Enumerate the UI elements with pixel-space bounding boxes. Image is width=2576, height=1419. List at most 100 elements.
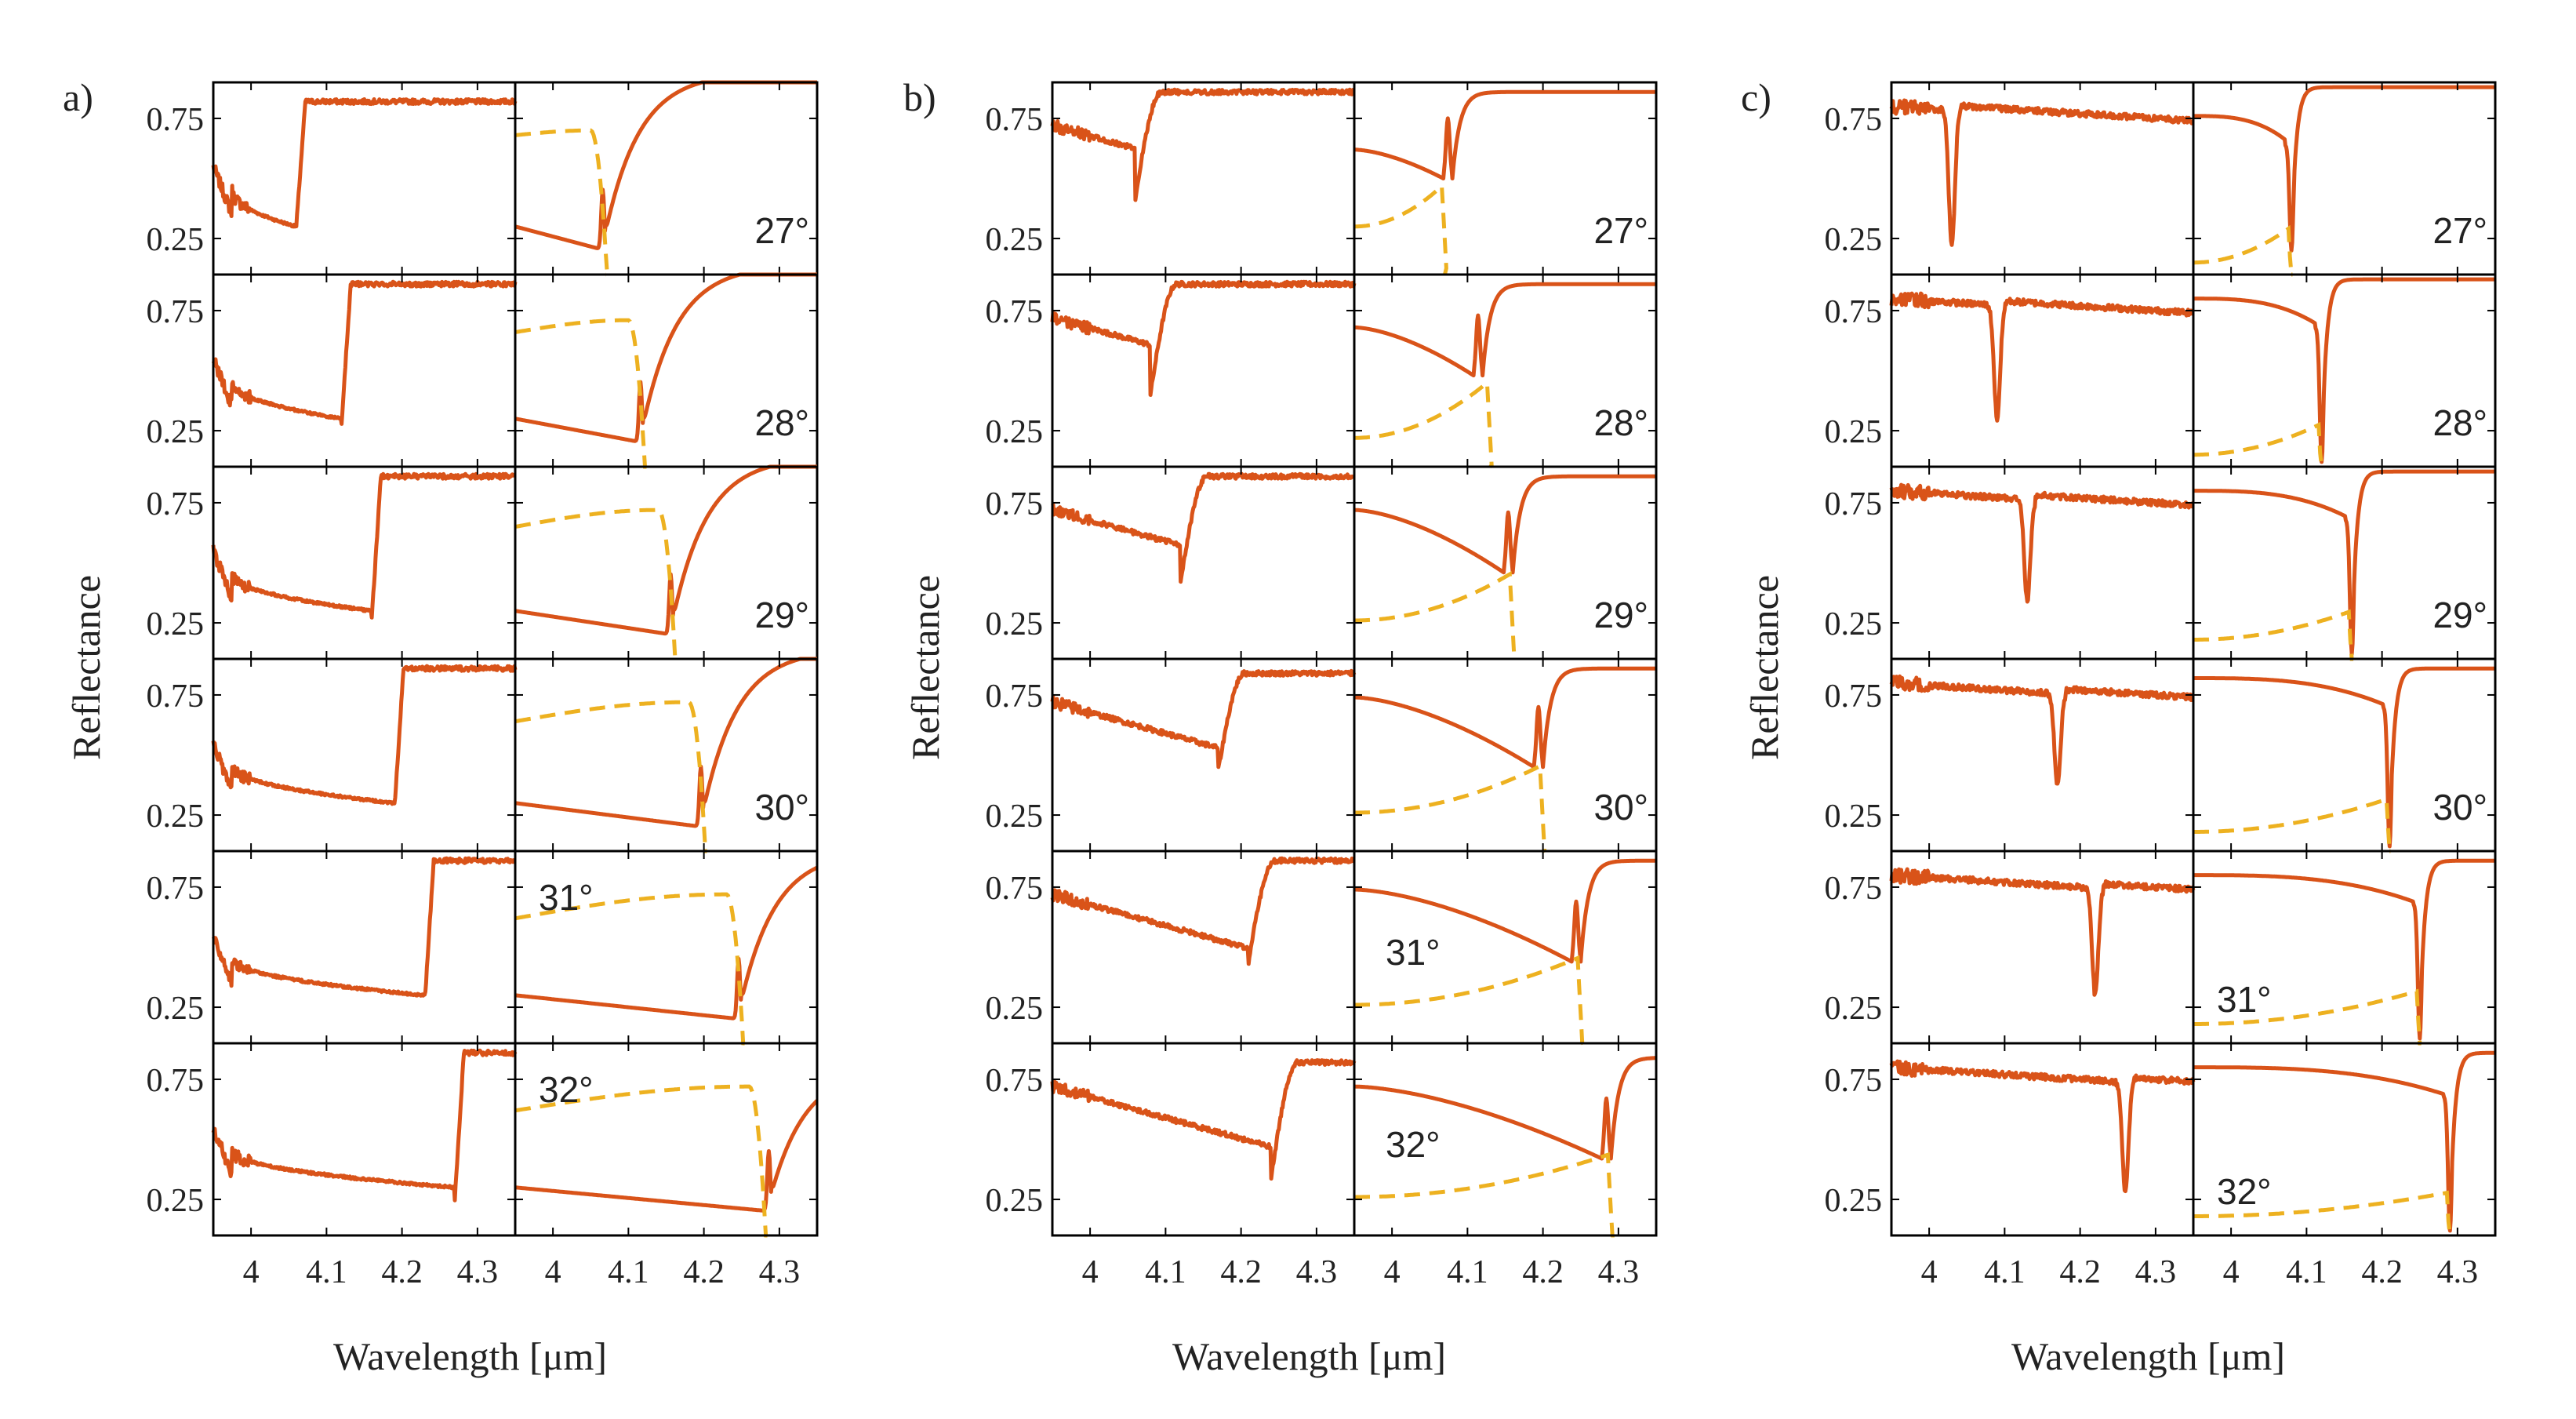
- dashed-series-line: [2193, 796, 2392, 853]
- y-tick-label: 0.25: [147, 414, 205, 450]
- y-tick-label: 0.75: [147, 102, 205, 138]
- angle-label: 31°: [1386, 932, 1441, 973]
- y-tick-label: 0.25: [1825, 799, 1883, 835]
- angle-label: 31°: [2217, 979, 2272, 1020]
- y-tick-label: 0.75: [147, 679, 205, 715]
- axes-a-row5-measured: 0.25 0.75: [147, 850, 517, 1045]
- measured-series-line: [211, 97, 518, 229]
- x-axis-label-b: Wavelength [μm]: [1172, 1334, 1447, 1378]
- y-tick-label: 0.75: [1825, 294, 1883, 330]
- axes-box: [1051, 465, 1356, 660]
- simulated-series-line: [2192, 666, 2497, 849]
- axes-b-row4-measured: 0.25 0.75: [986, 657, 1357, 853]
- y-tick-label: 0.75: [986, 102, 1044, 138]
- measured-series-line: [211, 664, 518, 806]
- y-tick-label: 0.25: [147, 799, 205, 835]
- axes-box: [1051, 273, 1356, 468]
- dashed-series-line: [514, 318, 647, 469]
- x-tick-label: 4: [1921, 1254, 1938, 1290]
- y-axis-label-b: Reflectance: [903, 575, 947, 760]
- y-tick-label: 0.25: [986, 414, 1044, 450]
- y-tick-label: 0.75: [147, 486, 205, 522]
- measured-series-line: [211, 856, 517, 998]
- dashed-series-line: [2193, 421, 2324, 469]
- x-tick-label: 4.2: [1522, 1254, 1564, 1290]
- axes-box: [1051, 850, 1356, 1045]
- simulated-series-line: [1353, 282, 1658, 378]
- axes-a-row1-simulated: 27°: [514, 80, 819, 277]
- axes-b-row6-simulated: 32° 4 4.1 4.2 4.3: [1353, 1042, 1658, 1290]
- x-tick-label: 4.1: [2286, 1254, 2327, 1290]
- measured-series-line: [1050, 87, 1356, 202]
- dashed-series-line: [514, 128, 609, 277]
- measured-series-line: [1889, 98, 2195, 247]
- simulated-series-line: [2192, 277, 2497, 464]
- axes-box: [1051, 1042, 1356, 1237]
- axes-box: [1051, 657, 1356, 853]
- y-tick-label: 0.75: [147, 871, 205, 907]
- axes-c-row1-simulated: 27°: [2192, 81, 2497, 277]
- x-tick-label: 4.2: [381, 1254, 423, 1290]
- simulated-series-line: [514, 865, 819, 1021]
- dashed-series-line: [2193, 988, 2422, 1046]
- angle-label: 30°: [1593, 787, 1648, 828]
- angle-label: 28°: [754, 402, 809, 443]
- angle-label: 27°: [754, 210, 809, 251]
- y-tick-label: 0.25: [986, 222, 1044, 258]
- axes-box: [212, 1042, 517, 1237]
- measured-series-line: [1050, 279, 1357, 397]
- axes-b-row3-measured: 0.25 0.75: [986, 465, 1356, 660]
- dashed-series-line: [2193, 1190, 2452, 1238]
- y-tick-label: 0.25: [147, 606, 205, 642]
- x-tick-label: 4.3: [1296, 1254, 1338, 1290]
- axes-a-row3-simulated: 29°: [514, 464, 819, 661]
- axes-box: [212, 850, 517, 1045]
- measured-series-line: [211, 1048, 518, 1203]
- angle-label: 30°: [754, 787, 809, 828]
- simulated-series-line: [1353, 858, 1658, 964]
- y-tick-label: 0.75: [147, 1063, 205, 1099]
- simulated-series-line: [2192, 1050, 2497, 1233]
- angle-label: 32°: [1386, 1124, 1441, 1165]
- simulated-series-line: [514, 657, 819, 828]
- angle-label: 29°: [2432, 595, 2487, 635]
- x-tick-label: 4.2: [683, 1254, 725, 1290]
- axes-box: [212, 81, 517, 276]
- y-tick-label: 0.75: [986, 294, 1044, 330]
- axes-a-row4-simulated: 30°: [514, 657, 819, 853]
- axes-b-row5-simulated: 31°: [1353, 850, 1658, 1046]
- dashed-series-line: [1354, 762, 1547, 853]
- axes-box: [2192, 1042, 2497, 1237]
- axes-a-row4-measured: 0.25 0.75: [147, 657, 518, 853]
- angle-label: 30°: [2432, 787, 2487, 828]
- axes-b-row6-measured: 0.25 0.75 4 4.1 4.2 4.3: [986, 1042, 1357, 1290]
- axes-c-row4-measured: 0.25 0.75: [1825, 657, 2195, 853]
- angle-label: 27°: [2432, 210, 2487, 251]
- x-tick-label: 4.3: [457, 1254, 499, 1290]
- x-tick-label: 4.2: [2361, 1254, 2403, 1290]
- axes-b-row1-measured: 0.25 0.75: [986, 81, 1356, 276]
- measured-series-line: [1050, 668, 1357, 770]
- y-tick-label: 0.25: [1825, 414, 1883, 450]
- axes-c-row5-measured: 0.25 0.75: [1825, 850, 2196, 1045]
- x-tick-label: 4.3: [759, 1254, 801, 1290]
- y-tick-label: 0.75: [1825, 102, 1883, 138]
- x-axis-label-c: Wavelength [μm]: [2011, 1334, 2286, 1378]
- y-tick-label: 0.75: [1825, 1063, 1883, 1099]
- axes-box: [212, 465, 517, 660]
- angle-label: 32°: [2217, 1171, 2272, 1212]
- y-tick-label: 0.25: [1825, 1183, 1883, 1219]
- axes-a-row5-simulated: 31°: [514, 850, 819, 1046]
- dashed-series-line: [2193, 224, 2294, 277]
- axes-c-row3-simulated: 29°: [2192, 465, 2497, 661]
- dashed-series-line: [1353, 378, 1494, 468]
- axes-c-row4-simulated: 30°: [2192, 657, 2497, 853]
- measured-series-line: [211, 279, 518, 426]
- panel-c: 0.25 0.75 27° 0.25 0.75 28° 0.25 0.75 29° 0.25 0.7…: [1825, 81, 2497, 1290]
- simulated-series-line: [1353, 474, 1658, 575]
- simulated-series-line: [1353, 1056, 1658, 1161]
- y-tick-label: 0.25: [147, 1183, 205, 1219]
- angle-label: 28°: [2432, 402, 2487, 443]
- axes-b-row4-simulated: 30°: [1353, 657, 1658, 853]
